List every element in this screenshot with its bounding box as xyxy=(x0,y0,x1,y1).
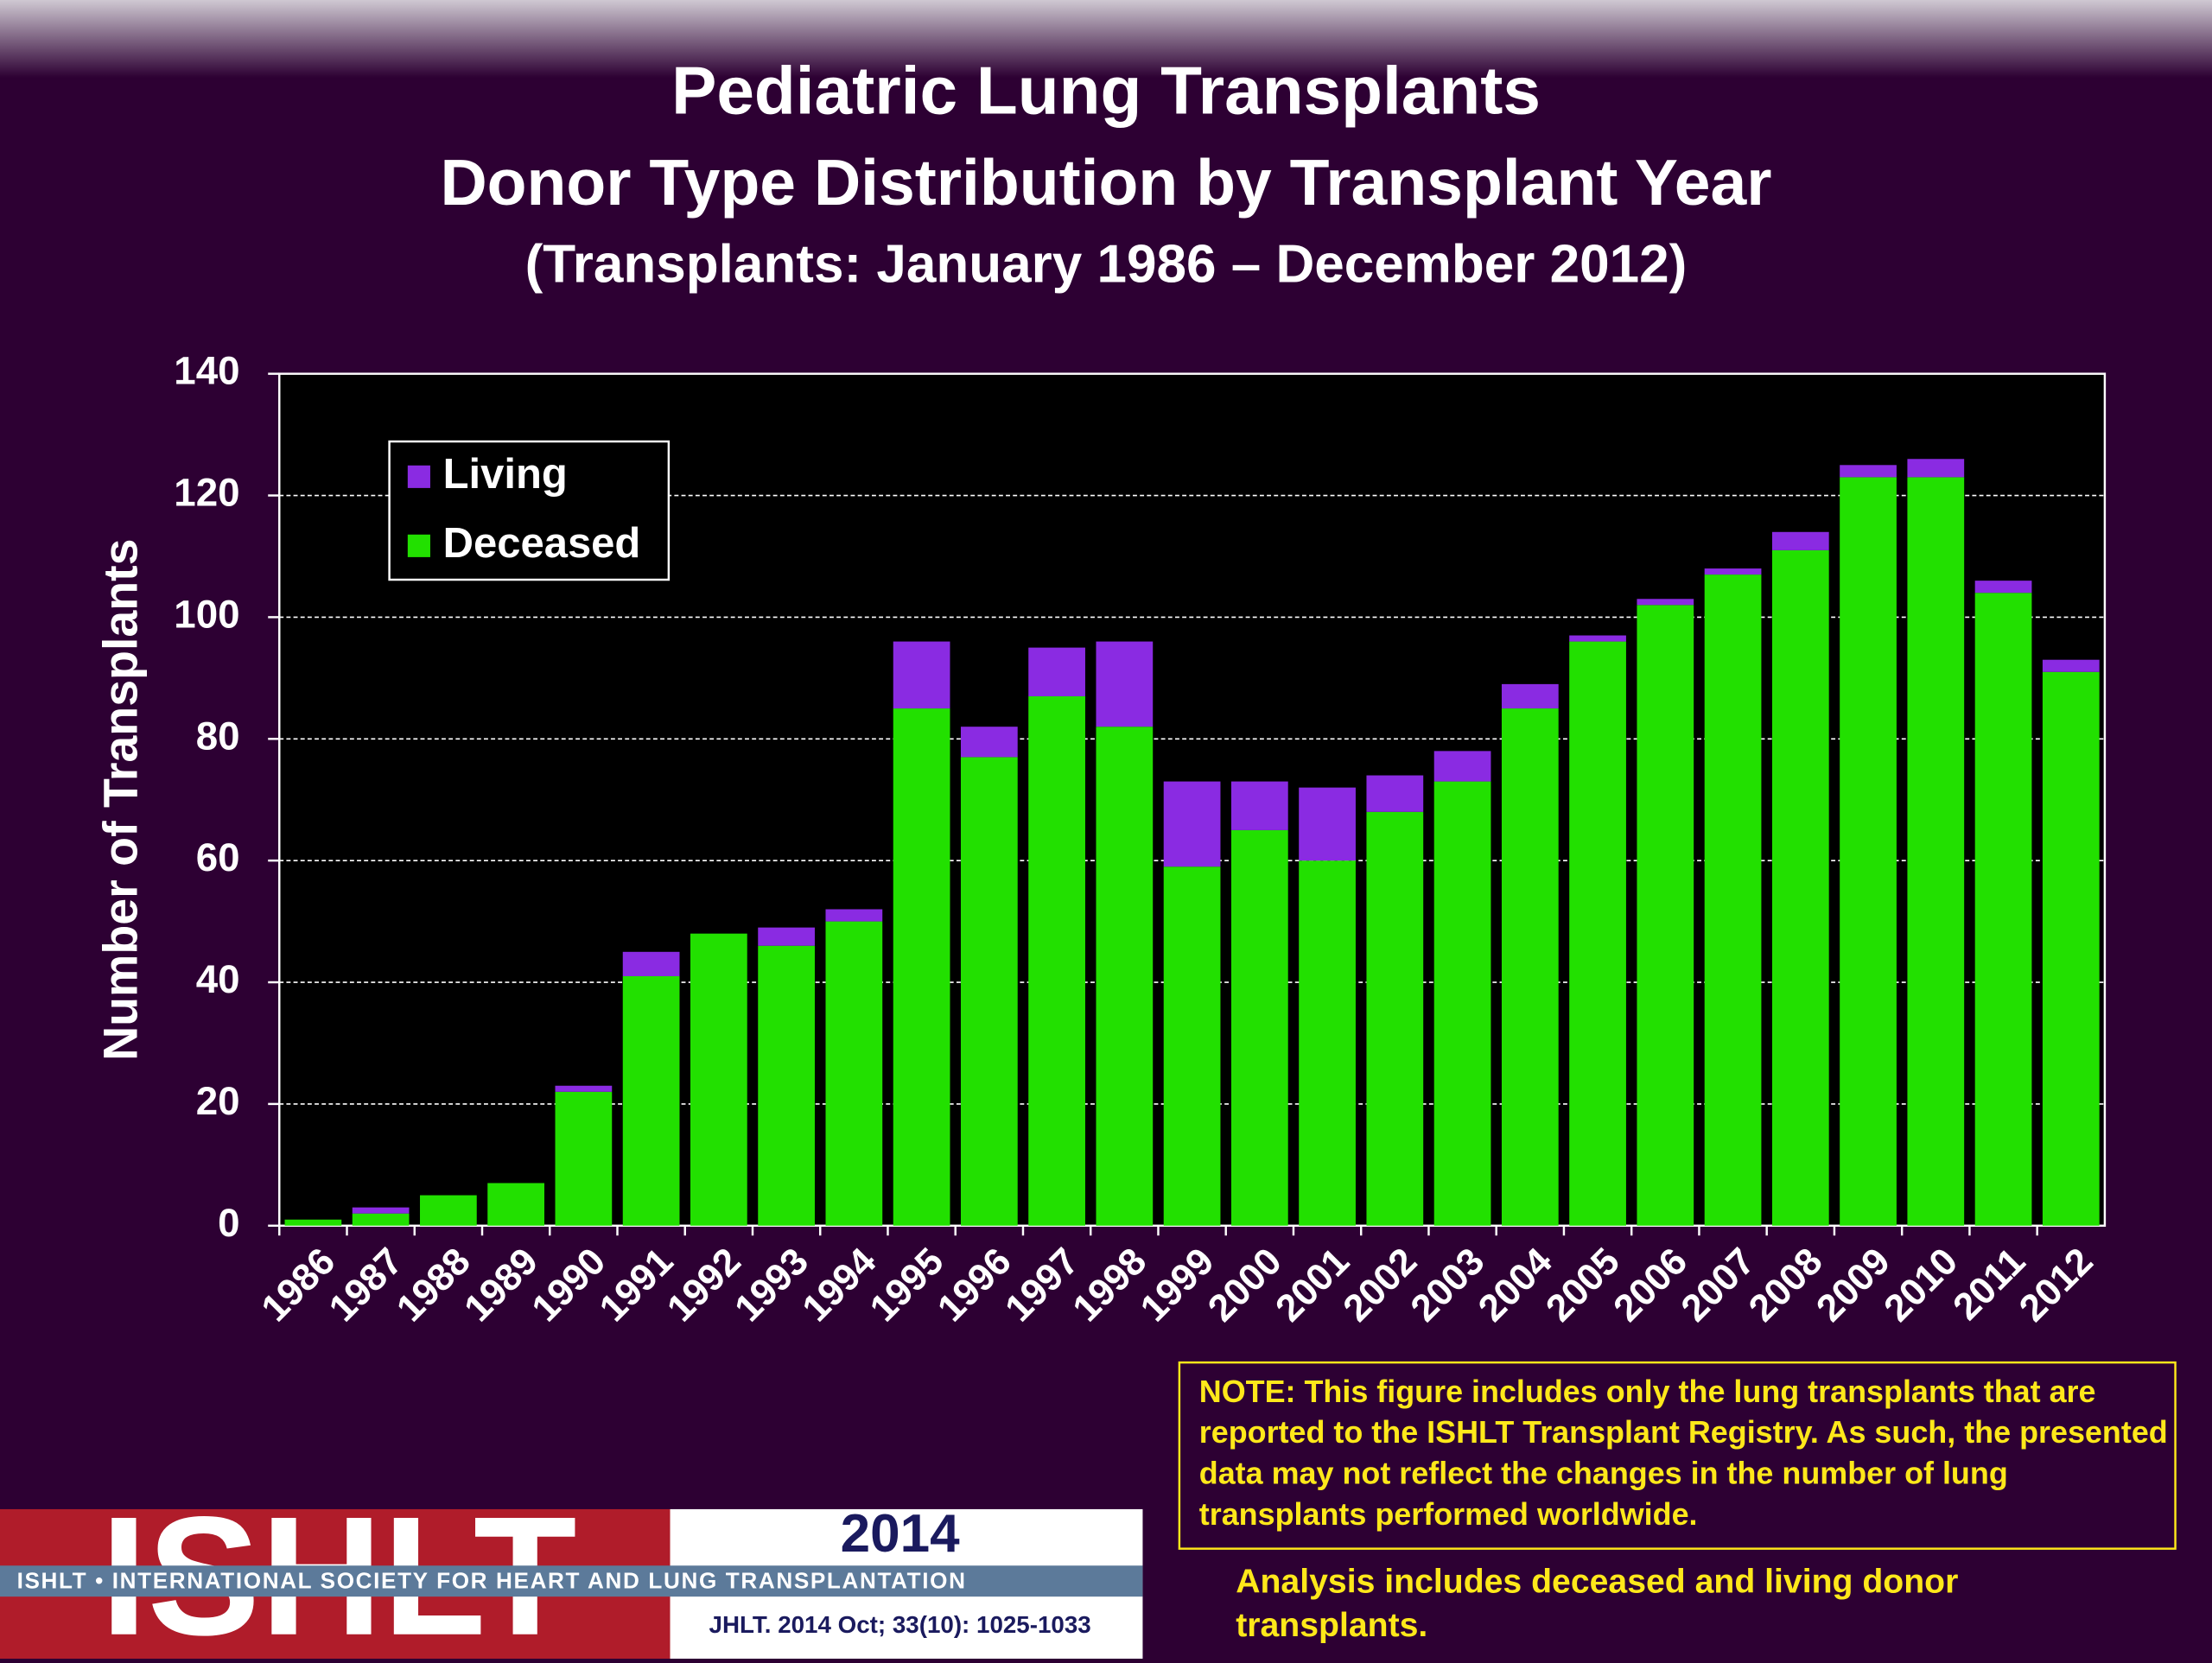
bar-segment xyxy=(690,933,747,1226)
bar-segment xyxy=(758,927,815,946)
bar-segment xyxy=(2042,659,2100,672)
bar-segment xyxy=(1028,647,1085,696)
bar-segment xyxy=(352,1207,410,1214)
bar-segment xyxy=(1366,811,1424,1226)
bar-segment xyxy=(1704,574,1762,1226)
bar-segment xyxy=(1230,781,1288,830)
legend-box xyxy=(388,440,671,581)
chart-subtitle: Donor Type Distribution by Transplant Ye… xyxy=(440,146,1771,219)
note: NOTE: This figure includes only the lung… xyxy=(1198,1374,2168,1533)
bar-segment xyxy=(622,951,680,976)
bar-segment xyxy=(1299,787,1356,861)
bar-segment xyxy=(1096,727,1154,1226)
bar-segment xyxy=(758,945,815,1226)
y-tick-label: 0 xyxy=(218,1201,239,1245)
bar-segment xyxy=(1028,695,1085,1226)
bar-segment xyxy=(1163,866,1221,1226)
y-tick-label: 100 xyxy=(174,592,239,636)
bar-segment xyxy=(555,1085,613,1092)
bar-segment xyxy=(960,757,1018,1226)
note-container: NOTE: This figure includes only the lung… xyxy=(1198,1374,2168,1533)
bar-segment xyxy=(1230,829,1288,1226)
chart-title: Pediatric Lung Transplants xyxy=(671,53,1541,129)
society-name: ISHLT • INTERNATIONAL SOCIETY FOR HEART … xyxy=(17,1568,967,1594)
bar-segment xyxy=(1637,599,1694,606)
bar-segment xyxy=(1974,581,2032,593)
bar-segment xyxy=(1637,605,1694,1226)
bar-segment xyxy=(825,909,883,922)
bar-segment xyxy=(1299,860,1356,1226)
bar-segment xyxy=(1907,459,1965,478)
legend-label: Living xyxy=(443,451,568,498)
bar-segment xyxy=(487,1183,544,1226)
bar-segment xyxy=(284,1219,342,1226)
marks: 0204060801001201401986198719881989199019… xyxy=(174,349,2105,1330)
chart-period: (Transplants: January 1986 – December 20… xyxy=(525,235,1688,295)
bar-segment xyxy=(1569,635,1626,642)
bar-segment xyxy=(825,921,883,1226)
bar-segment xyxy=(622,975,680,1226)
bar-segment xyxy=(1433,751,1491,782)
y-tick-label: 20 xyxy=(196,1079,240,1123)
citation: JHLT. 2014 Oct; 33(10): 1025-1033 xyxy=(709,1611,1091,1638)
bar-segment xyxy=(1974,593,2032,1226)
analysis-container: Analysis includes deceased and living do… xyxy=(1236,1562,1959,1645)
bar-segment xyxy=(960,727,1018,758)
analysis-note: Analysis includes deceased and living do… xyxy=(1236,1562,1959,1645)
bar-segment xyxy=(1501,708,1559,1226)
note-box xyxy=(1178,1361,2177,1550)
legend-swatch xyxy=(407,534,430,557)
top-band xyxy=(0,0,2212,78)
y-axis-label: Number of Transplants xyxy=(93,538,147,1060)
bar-segment xyxy=(1569,641,1626,1226)
bar-segment xyxy=(352,1213,410,1226)
y-tick-label: 120 xyxy=(174,471,239,515)
footer-year: 2014 xyxy=(841,1504,960,1564)
legend-swatch xyxy=(407,465,430,488)
y-tick-label: 40 xyxy=(196,957,240,1001)
bar-segment xyxy=(1096,641,1154,727)
bar-segment xyxy=(1907,477,1965,1226)
bar-segment xyxy=(893,641,950,709)
bar-segment xyxy=(1366,775,1424,812)
bar-segment xyxy=(1163,781,1221,867)
bar-segment xyxy=(2042,671,2100,1226)
bar-segment xyxy=(1501,683,1559,709)
society-band xyxy=(0,1565,1143,1597)
bar-segment xyxy=(1840,477,1897,1226)
y-tick-label: 80 xyxy=(196,714,240,758)
bar-segment xyxy=(420,1195,477,1226)
y-tick-label: 140 xyxy=(174,349,239,393)
y-tick-label: 60 xyxy=(196,835,240,879)
bar-segment xyxy=(555,1091,613,1226)
bar-segment xyxy=(1771,549,1829,1226)
bar-segment xyxy=(1433,781,1491,1226)
bar-segment xyxy=(1771,531,1829,550)
bar-segment xyxy=(1704,568,1762,575)
legend-label: Deceased xyxy=(443,520,641,567)
bar-segment xyxy=(893,708,950,1226)
bar-segment xyxy=(1840,465,1897,478)
